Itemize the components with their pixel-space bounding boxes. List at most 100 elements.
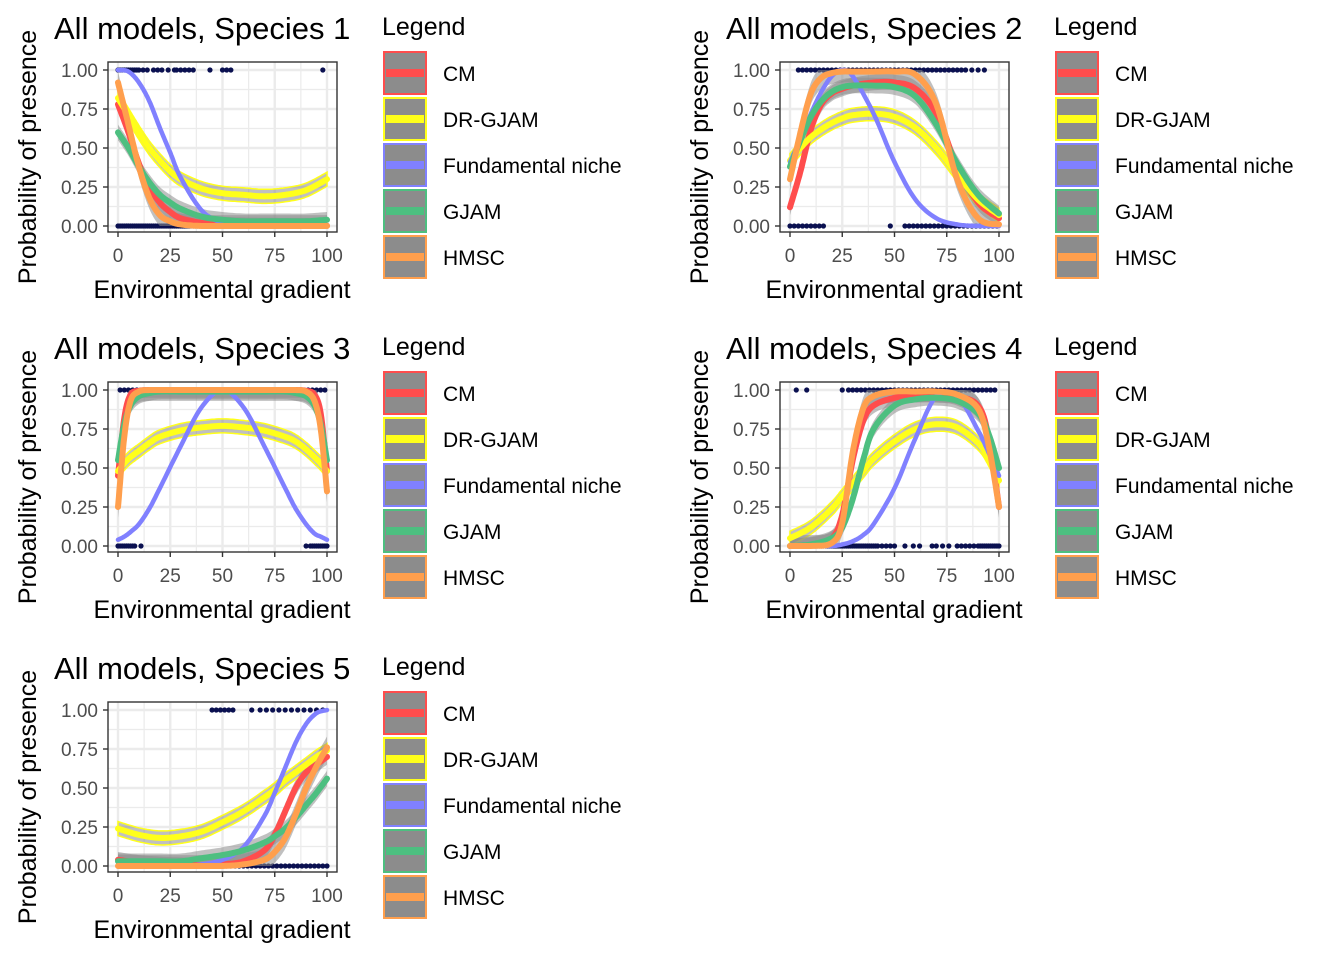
- absence-point: [311, 863, 318, 869]
- x-tick-label: 100: [311, 886, 343, 907]
- x-tick-label: 50: [212, 246, 233, 267]
- presence-point: [190, 67, 196, 73]
- legend-title: Legend: [382, 333, 465, 361]
- series-line-fundamental-niche: [787, 389, 1002, 549]
- presence-point: [282, 707, 288, 713]
- absence-point: [875, 543, 881, 549]
- absence-point: [916, 543, 923, 549]
- legend-key-hmsc: HMSC: [383, 555, 505, 599]
- x-tick-label: 100: [983, 246, 1015, 267]
- absence-point: [971, 543, 977, 549]
- chart-panel-species-1: All models, Species 1 0 25 50 75 100 0.00 0.25 0…: [14, 11, 622, 304]
- y-axis-title: Probability of presence: [686, 350, 714, 604]
- legend-label: HMSC: [1115, 567, 1177, 590]
- chart-title: All models, Species 1: [54, 11, 350, 46]
- presence-point: [858, 387, 864, 393]
- presence-point: [804, 67, 810, 73]
- x-tick-label: 75: [264, 886, 285, 907]
- absence-point: [914, 223, 921, 229]
- absence-point: [278, 863, 284, 869]
- x-tick-label: 25: [832, 246, 853, 267]
- absence-point: [933, 543, 939, 549]
- x-tick-label: 50: [212, 566, 233, 587]
- legend-key-cm: CM: [1055, 51, 1148, 95]
- chart-panel-species-5: All models, Species 5 0 25 50 75 100 0.00 0.25 0…: [14, 651, 622, 944]
- legend-label: HMSC: [1115, 247, 1177, 270]
- x-axis-title: Environmental gradient: [93, 276, 350, 304]
- x-tick-label: 50: [212, 886, 233, 907]
- legend-key-fundamental-niche: Fundamental niche: [383, 463, 622, 507]
- presence-point: [150, 67, 157, 73]
- y-tick-label: 0.75: [61, 740, 98, 761]
- absence-point: [935, 223, 941, 229]
- y-tick-label: 1.00: [733, 61, 770, 82]
- absence-point: [290, 863, 297, 869]
- absence-point: [303, 543, 309, 549]
- absence-point: [879, 543, 885, 549]
- absence-point: [891, 543, 898, 549]
- absence-point: [902, 223, 908, 229]
- series-line-dr-gjam: [787, 421, 1002, 542]
- y-axis-title: Probability of presence: [686, 30, 714, 284]
- absence-point: [816, 223, 822, 229]
- legend-title: Legend: [382, 13, 465, 41]
- legend-label: GJAM: [443, 521, 501, 544]
- y-tick-label: 0.00: [61, 217, 98, 238]
- absence-point: [138, 543, 144, 549]
- absence-point: [303, 863, 309, 869]
- legend-label: GJAM: [1115, 521, 1173, 544]
- presence-point: [224, 67, 230, 73]
- legend-key-dr-gjam: DR-GJAM: [1055, 97, 1211, 141]
- presence-point: [257, 707, 263, 713]
- absence-point: [910, 223, 916, 229]
- x-tick-label: 75: [264, 566, 285, 587]
- legend-label: HMSC: [443, 567, 505, 590]
- presence-point: [155, 67, 161, 73]
- legend-label: DR-GJAM: [1115, 109, 1211, 132]
- x-tick-label: 0: [113, 566, 124, 587]
- legend-key-fundamental-niche: Fundamental niche: [383, 143, 622, 187]
- presence-point: [958, 67, 964, 73]
- x-tick-label: 50: [884, 566, 905, 587]
- legend-label: CM: [443, 383, 476, 406]
- absence-point: [939, 223, 946, 229]
- presence-point: [182, 67, 188, 73]
- legend-key-fundamental-niche: Fundamental niche: [383, 783, 622, 827]
- presence-point: [307, 707, 313, 713]
- legend-label: DR-GJAM: [443, 109, 539, 132]
- absence-point: [939, 543, 946, 549]
- x-tick-label: 100: [311, 246, 343, 267]
- presence-point: [804, 387, 810, 393]
- presence-point: [209, 707, 215, 713]
- legend-key-cm: CM: [383, 691, 476, 735]
- x-tick-label: 0: [785, 566, 796, 587]
- legend-label: GJAM: [443, 841, 501, 864]
- legend-key-gjam: GJAM: [383, 189, 501, 233]
- presence-point: [318, 387, 324, 393]
- absence-point: [795, 223, 801, 229]
- absence-point: [295, 863, 301, 869]
- legend-label: HMSC: [443, 887, 505, 910]
- presence-point: [276, 707, 282, 713]
- presence-point: [207, 67, 213, 73]
- presence-point: [159, 67, 165, 73]
- legend-key-fundamental-niche: Fundamental niche: [1055, 143, 1294, 187]
- absence-point: [282, 863, 288, 869]
- legend-key-dr-gjam: DR-GJAM: [1055, 417, 1211, 461]
- legend-key-gjam: GJAM: [1055, 189, 1173, 233]
- legend-label: Fundamental niche: [443, 475, 622, 498]
- presence-point: [186, 67, 192, 73]
- chart-panel-species-3: All models, Species 3 0 25 50 75 100 0.00 0.25 0…: [14, 331, 622, 624]
- legend: Legend CM DR-GJAM Fundamental niche GJAM HMSC: [1054, 13, 1294, 279]
- presence-point: [933, 67, 939, 73]
- presence-point: [988, 387, 994, 393]
- x-tick-label: 0: [113, 246, 124, 267]
- presence-point: [925, 67, 931, 73]
- series-line-dr-gjam: [115, 747, 330, 841]
- series-line-hmsc: [115, 387, 330, 510]
- x-axis-title: Environmental gradient: [765, 596, 1022, 624]
- absence-point: [929, 543, 935, 549]
- absence-point: [883, 543, 889, 549]
- y-tick-label: 0.25: [61, 818, 98, 839]
- presence-point: [228, 67, 234, 73]
